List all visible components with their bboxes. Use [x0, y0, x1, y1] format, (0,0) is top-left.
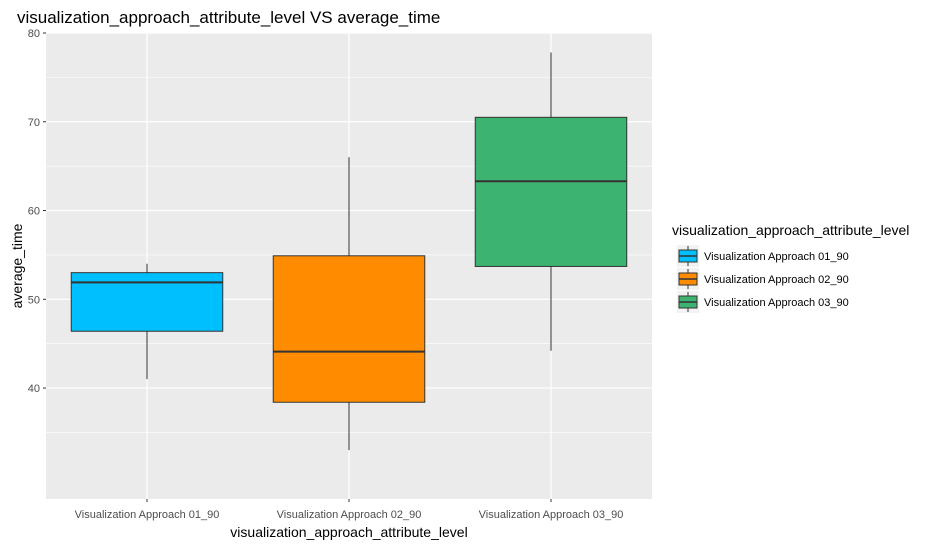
box — [272, 255, 426, 403]
legend: visualization_approach_attribute_level V… — [672, 222, 909, 313]
x-tick-label: Visualization Approach 03_90 — [479, 509, 624, 521]
y-tick-label: 80 — [28, 28, 40, 40]
legend-title: visualization_approach_attribute_level — [672, 222, 909, 238]
y-tick-label: 40 — [28, 383, 40, 395]
legend-item: Visualization Approach 03_90 — [677, 291, 849, 313]
chart-title: visualization_approach_attribute_level V… — [17, 8, 440, 27]
legend-label: Visualization Approach 03_90 — [704, 297, 849, 309]
box-group — [474, 52, 628, 351]
box-group — [272, 157, 426, 451]
box-group — [70, 263, 224, 380]
x-axis-title: visualization_approach_attribute_level — [230, 524, 467, 540]
y-tick-label: 60 — [28, 206, 40, 218]
axis-ticks: 40 50 60 70 80 Visualization Approach 01_90 Vi… — [28, 28, 624, 521]
y-tick-label: 50 — [28, 294, 40, 306]
y-axis-title: average_time — [9, 223, 25, 308]
y-tick-label: 70 — [28, 117, 40, 129]
legend-label: Visualization Approach 02_90 — [704, 274, 849, 286]
legend-item: Visualization Approach 01_90 — [677, 245, 849, 267]
x-tick-label: Visualization Approach 02_90 — [277, 509, 422, 521]
boxes — [70, 52, 628, 451]
legend-item: Visualization Approach 02_90 — [677, 268, 849, 290]
legend-label: Visualization Approach 01_90 — [704, 251, 849, 263]
box — [474, 116, 628, 267]
x-tick-label: Visualization Approach 01_90 — [75, 509, 220, 521]
